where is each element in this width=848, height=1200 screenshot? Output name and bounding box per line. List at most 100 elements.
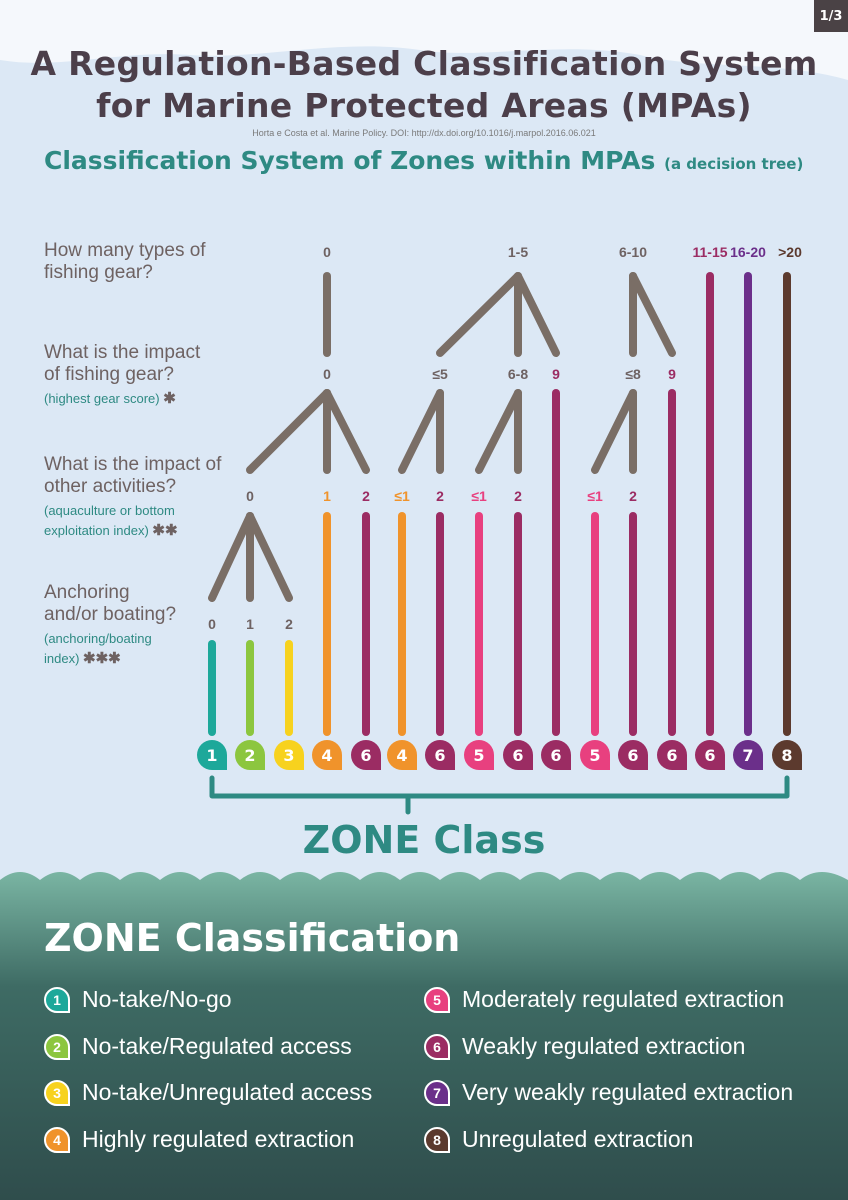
q2-note: (highest gear score) ✱ <box>44 389 200 409</box>
legend-label: Very weakly regulated extraction <box>462 1079 794 1105</box>
gear-impact-9-b: 9 <box>668 366 676 382</box>
zone-badge-11: 5 <box>580 740 610 770</box>
legend-label: No-take/Regulated access <box>82 1033 352 1059</box>
background-clouds <box>0 0 848 80</box>
legend-label: No-take/Unregulated access <box>82 1079 373 1105</box>
legend-zone-badge: 8 <box>424 1126 450 1153</box>
other-impact-le1-c: ≤1 <box>587 488 603 504</box>
legend-zone-badge: 3 <box>44 1079 70 1106</box>
legend-label: Weakly regulated extraction <box>462 1033 746 1059</box>
zone-badge-10: 6 <box>541 740 571 770</box>
legend-label: Moderately regulated extraction <box>462 986 785 1012</box>
legend-item-zone-4: 4 Highly regulated extraction <box>44 1126 354 1153</box>
zone-badge-2: 2 <box>235 740 265 770</box>
legend-zone-badge: 2 <box>44 1033 70 1060</box>
gear-impact-le5: ≤5 <box>432 366 448 382</box>
gear-count-0: 0 <box>323 244 331 260</box>
other-impact-2-a: 2 <box>362 488 370 504</box>
anchoring-1: 1 <box>246 616 254 632</box>
legend-zone-badge: 6 <box>424 1033 450 1060</box>
q4-line-2: and/or boating? <box>44 604 177 625</box>
zone-badge-9: 6 <box>503 740 533 770</box>
zone-badge-14: 6 <box>695 740 725 770</box>
gear-impact-6-8: 6-8 <box>507 366 529 382</box>
section-subtitle: Classification System of Zones within MP… <box>44 146 803 175</box>
zone-badge-4: 4 <box>312 740 342 770</box>
main-title-line-2: for Marine Protected Areas (MPAs) <box>96 86 752 125</box>
legend-item-zone-7: 7 Very weakly regulated extraction <box>424 1079 793 1106</box>
zone-badge-6: 4 <box>387 740 417 770</box>
zone-badge-1: 1 <box>197 740 227 770</box>
zone-badge-3: 3 <box>274 740 304 770</box>
q3-note-text-1: (aquaculture or bottom <box>44 503 175 518</box>
zone-badge-5: 6 <box>351 740 381 770</box>
legend-item-zone-6: 6 Weakly regulated extraction <box>424 1033 745 1060</box>
q3-note: (aquaculture or bottom exploitation index… <box>44 501 221 541</box>
page-indicator: 1/3 <box>814 0 848 32</box>
q3-note-text-2: exploitation index) <box>44 523 149 538</box>
main-title-line-1: A Regulation-Based Classification System <box>30 44 818 83</box>
q4-line-1: Anchoring <box>44 582 130 603</box>
question-fishing-gear-impact: What is the impact of fishing gear? (hig… <box>44 342 200 409</box>
citation: Horta e Costa et al. Marine Policy. DOI:… <box>252 128 596 138</box>
gear-count-over-20: >20 <box>778 244 802 260</box>
q2-note-text: (highest gear score) <box>44 391 160 406</box>
zone-badge-8: 5 <box>464 740 494 770</box>
legend-item-zone-8: 8 Unregulated extraction <box>424 1126 693 1153</box>
classification-title: ZONE Classification <box>44 916 461 960</box>
legend-zone-badge: 1 <box>44 986 70 1013</box>
zone-badge-13: 6 <box>657 740 687 770</box>
other-impact-2-d: 2 <box>629 488 637 504</box>
q1-line-2: fishing gear? <box>44 262 153 283</box>
q2-line-1: What is the impact <box>44 342 201 363</box>
other-impact-2-c: 2 <box>514 488 522 504</box>
question-anchoring-boating: Anchoring and/or boating? (anchoring/boa… <box>44 582 176 669</box>
q3-line-1: What is the impact of <box>44 454 222 475</box>
legend-zone-badge: 5 <box>424 986 450 1013</box>
gear-impact-le8: ≤8 <box>625 366 641 382</box>
gear-count-11-15: 11-15 <box>692 244 728 260</box>
zone-badge-15: 7 <box>733 740 763 770</box>
anchoring-2: 2 <box>285 616 293 632</box>
subtitle-note: (a decision tree) <box>664 155 804 173</box>
legend-item-zone-5: 5 Moderately regulated extraction <box>424 986 784 1013</box>
other-impact-le1-b: ≤1 <box>471 488 487 504</box>
legend-item-zone-2: 2 No-take/Regulated access <box>44 1033 352 1060</box>
q4-asterisks: ✱✱✱ <box>83 650 121 667</box>
q4-note-text-2: index) <box>44 651 80 666</box>
legend-item-zone-1: 1 No-take/No-go <box>44 986 232 1013</box>
sea-background <box>0 872 848 1200</box>
gear-count-16-20: 16-20 <box>730 244 766 260</box>
q3-asterisks: ✱✱ <box>152 522 178 539</box>
legend-label: Unregulated extraction <box>462 1126 694 1152</box>
gear-impact-0: 0 <box>323 366 331 382</box>
question-other-activities-impact: What is the impact of other activities? … <box>44 454 221 541</box>
question-fishing-gear-types: How many types of fishing gear? <box>44 240 206 284</box>
decision-tree-branches <box>208 272 791 815</box>
legend-label: Highly regulated extraction <box>82 1126 355 1152</box>
other-impact-le1-a: ≤1 <box>394 488 410 504</box>
zone-class-label: ZONE Class <box>302 818 546 862</box>
anchoring-0: 0 <box>208 616 216 632</box>
zone-badge-16: 8 <box>772 740 802 770</box>
q4-note: (anchoring/boating index) ✱✱✱ <box>44 629 176 669</box>
legend-zone-badge: 7 <box>424 1079 450 1106</box>
q3-line-2: other activities? <box>44 476 177 497</box>
other-impact-1: 1 <box>323 488 331 504</box>
other-impact-0: 0 <box>246 488 254 504</box>
other-impact-2-b: 2 <box>436 488 444 504</box>
gear-count-1-5: 1-5 <box>507 244 529 260</box>
q1-line-1: How many types of <box>44 240 206 261</box>
subtitle-main: Classification System of Zones within MP… <box>44 146 656 175</box>
q2-line-2: of fishing gear? <box>44 364 174 385</box>
q4-note-text-1: (anchoring/boating <box>44 631 152 646</box>
legend-item-zone-3: 3 No-take/Unregulated access <box>44 1079 372 1106</box>
zone-badge-7: 6 <box>425 740 455 770</box>
zone-badge-12: 6 <box>618 740 648 770</box>
gear-impact-9-a: 9 <box>552 366 560 382</box>
gear-count-6-10: 6-10 <box>618 244 648 260</box>
legend-zone-badge: 4 <box>44 1126 70 1153</box>
legend-label: No-take/No-go <box>82 986 232 1012</box>
q2-asterisk: ✱ <box>163 390 176 407</box>
